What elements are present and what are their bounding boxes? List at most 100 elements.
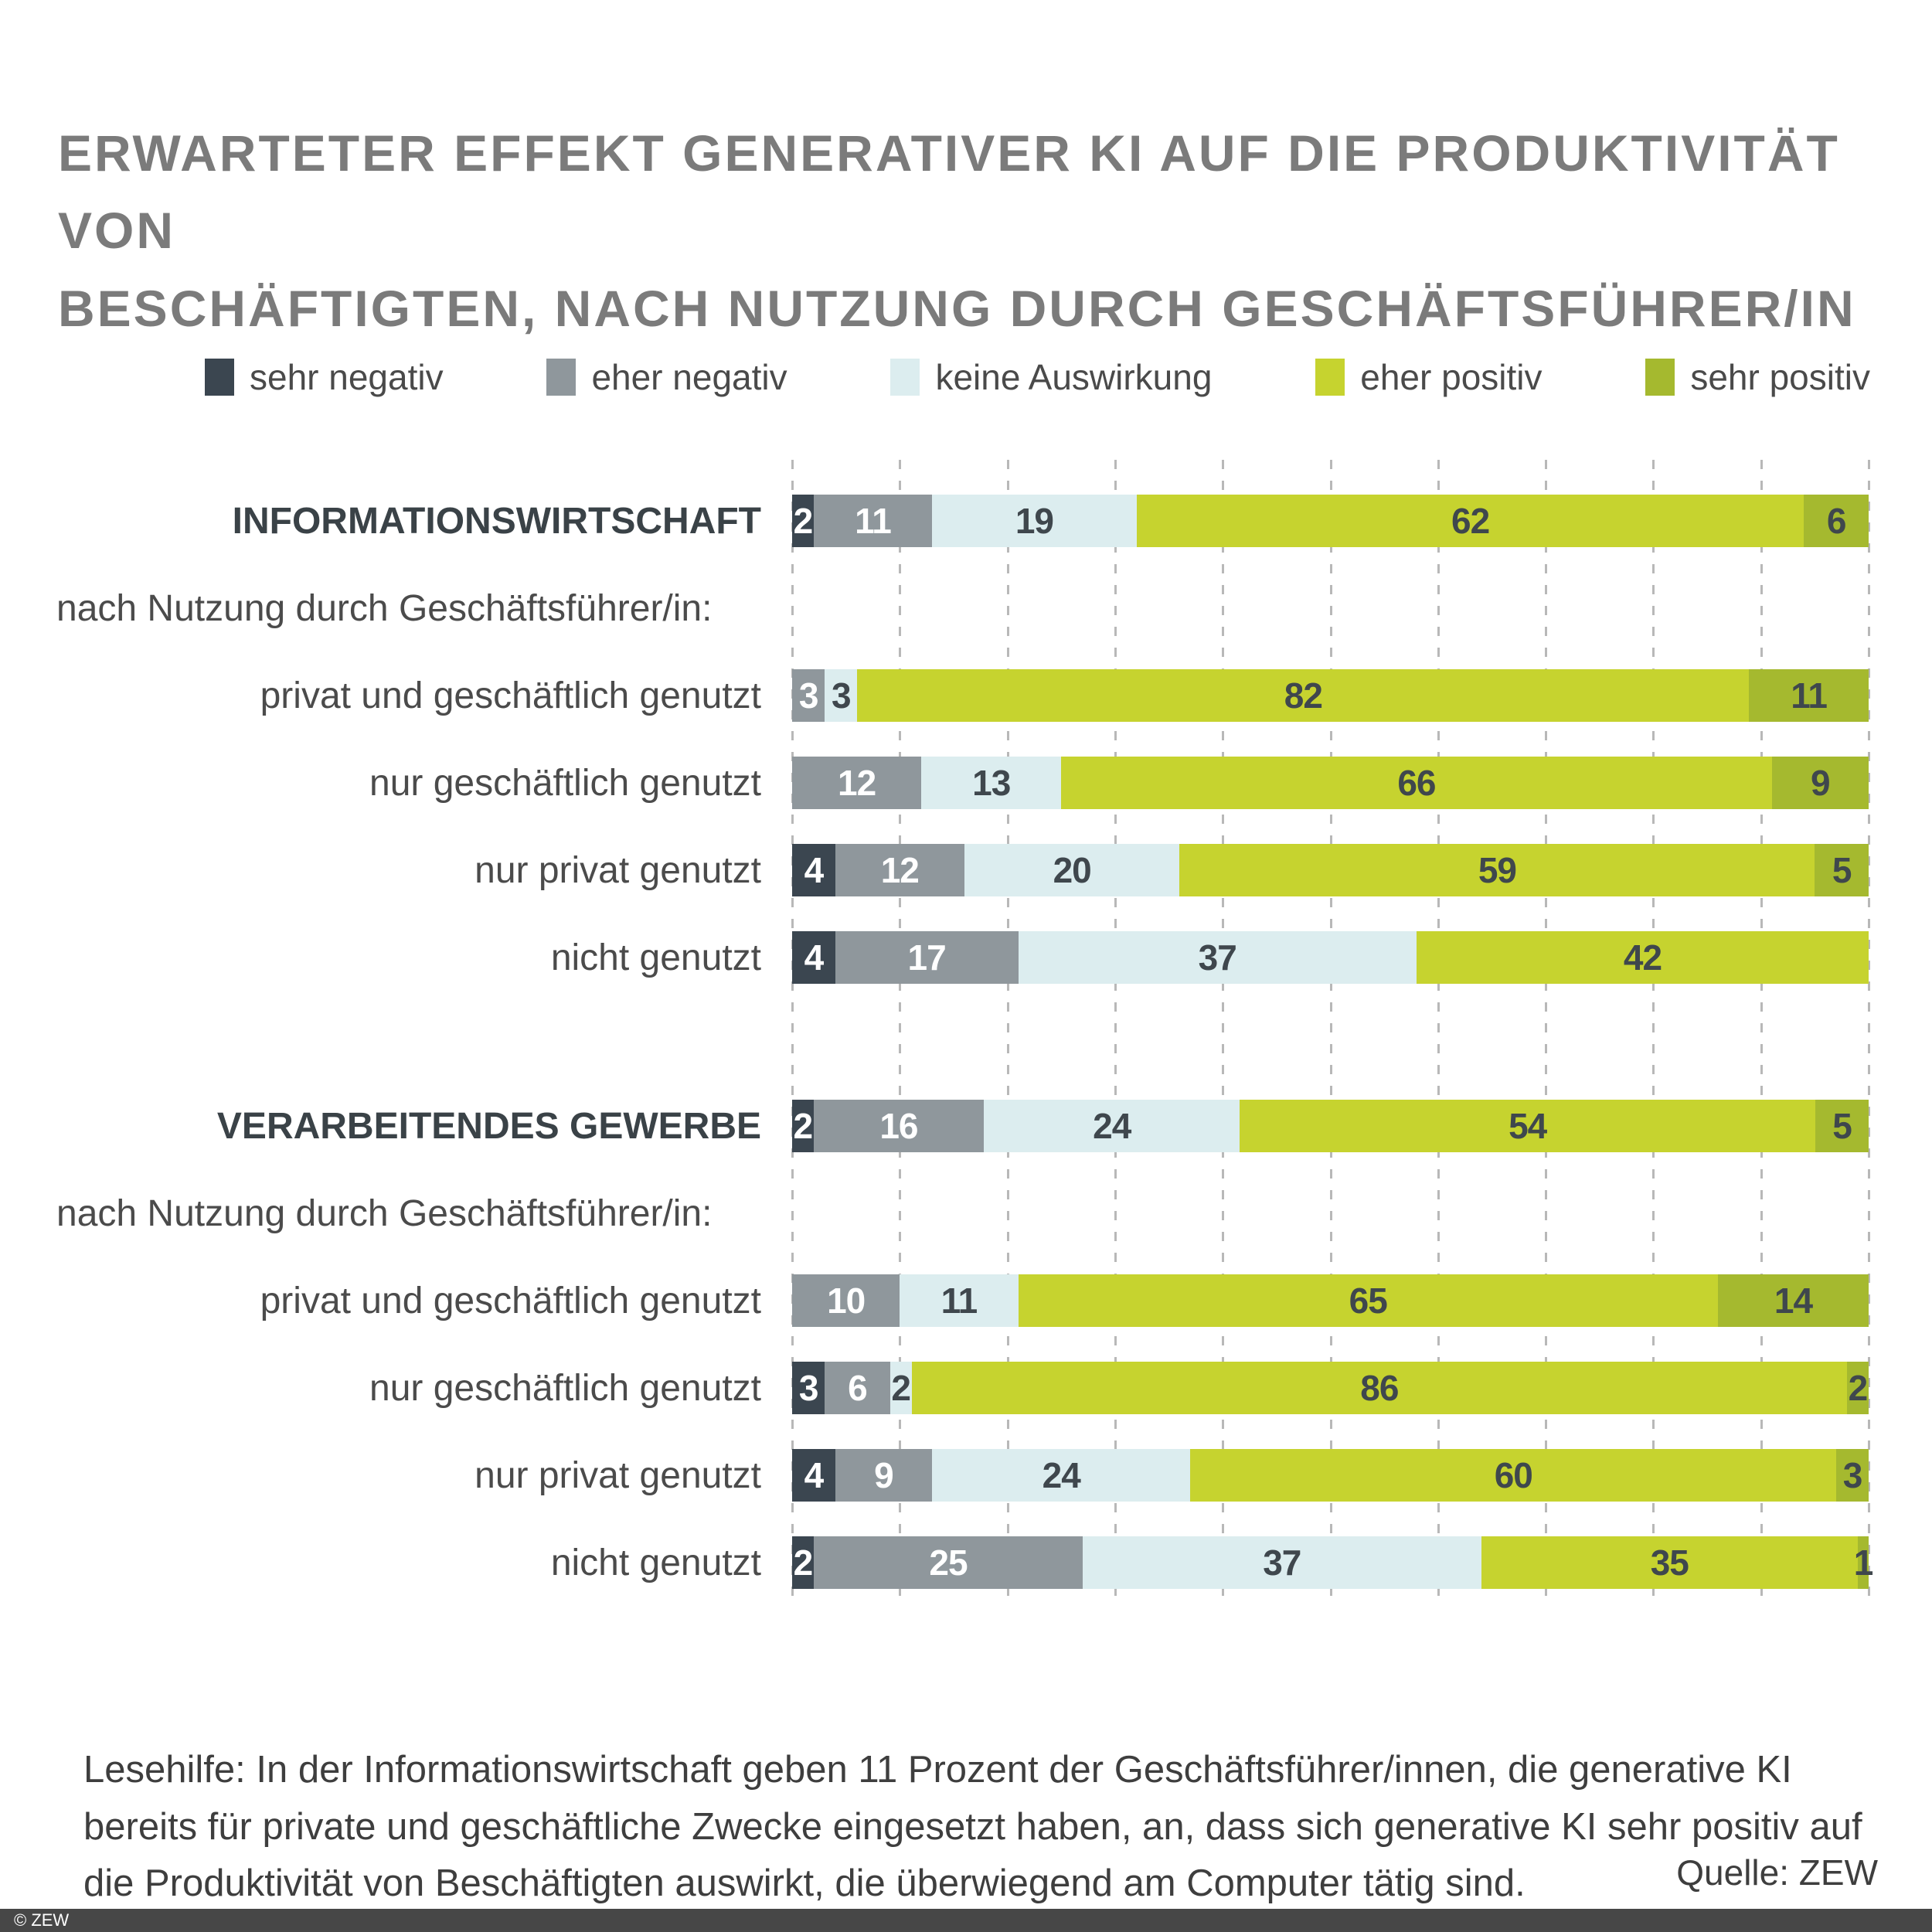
bar-segment-eher-negativ: 6 (825, 1362, 890, 1414)
chart-subheader-row: nach Nutzung durch Geschäftsführer/in: (0, 582, 1932, 634)
segment-value: 59 (1478, 850, 1517, 890)
legend-label: eher negativ (591, 357, 787, 397)
segment-value: 5 (1832, 1106, 1852, 1146)
segment-value: 12 (837, 763, 876, 803)
segment-value: 16 (879, 1106, 918, 1146)
segment-value: 3 (798, 1368, 819, 1408)
gridline-50 (1329, 460, 1332, 1600)
gridline-100 (1868, 460, 1870, 1600)
segment-value: 2 (793, 1106, 813, 1146)
stacked-bar: 4 9 24 60 3 (792, 1449, 1869, 1502)
segment-value: 9 (874, 1455, 894, 1495)
segment-value: 2 (793, 1543, 814, 1583)
bar-segment-eher-positiv: 86 (911, 1362, 1847, 1414)
row-label: nur privat genutzt (474, 1454, 761, 1496)
bar-segment-keine-auswirkung: 3 (825, 669, 858, 722)
segment-value: 62 (1451, 501, 1490, 541)
chart-row-verarbeitendes-gewerbe: VERARBEITENDES GEWERBE 2 16 24 54 5 (0, 1100, 1932, 1152)
row-label: nur geschäftlich genutzt (369, 762, 761, 804)
grid-layer (791, 460, 1870, 1600)
segment-value: 20 (1053, 850, 1092, 890)
bar-segment-sehr-positiv: 6 (1804, 495, 1869, 547)
bar-segment-eher-negativ: 11 (813, 495, 933, 547)
row-label: privat und geschäftlich genutzt (260, 1280, 761, 1321)
legend-item-sehr-negativ: sehr negativ (205, 356, 444, 398)
bar-segment-eher-negativ: 10 (792, 1274, 900, 1327)
legend-label: sehr positiv (1690, 357, 1870, 397)
chart-row-nur-gesch-ftlich-genutzt: nur geschäftlich genutzt 3 6 2 86 2 (0, 1362, 1932, 1414)
bar-segment-eher-negativ: 17 (835, 931, 1019, 984)
bar-segment-eher-negativ: 9 (835, 1449, 933, 1502)
stacked-bar: 3 3 82 11 (792, 669, 1869, 722)
bar-segment-sehr-positiv: 3 (1836, 1449, 1869, 1502)
legend-swatch-eher-negativ (546, 359, 577, 396)
segment-value: 14 (1774, 1281, 1813, 1321)
row-label: nur geschäftlich genutzt (369, 1367, 761, 1409)
bar-segment-eher-negativ: 3 (792, 669, 825, 722)
chart-row-nicht-genutzt: nicht genutzt 2 25 37 35 1 (0, 1536, 1932, 1589)
segment-value: 2 (1848, 1368, 1869, 1408)
chart-row-privat-und-gesch-ftlich-genutzt: privat und geschäftlich genutzt 10 11 65 14 (0, 1274, 1932, 1327)
bar-segment-keine-auswirkung: 37 (1018, 931, 1417, 984)
bar-segment-keine-auswirkung: 11 (900, 1274, 1019, 1327)
chart-row-nur-privat-genutzt: nur privat genutzt 4 9 24 60 3 (0, 1449, 1932, 1502)
stacked-bar: 12 13 66 9 (792, 757, 1869, 809)
chart-row-privat-und-gesch-ftlich-genutzt: privat und geschäftlich genutzt 3 3 82 11 (0, 669, 1932, 722)
chart-row-informationswirtschaft: INFORMATIONSWIRTSCHAFT 2 11 19 62 6 (0, 495, 1932, 547)
gridline-40 (1222, 460, 1225, 1600)
legend-item-keine-auswirkung: keine Auswirkung (890, 356, 1212, 398)
gridline-90 (1760, 460, 1763, 1600)
segment-value: 4 (804, 937, 825, 978)
bar-segment-eher-positiv: 35 (1481, 1536, 1859, 1589)
bar-segment-sehr-positiv: 2 (1846, 1362, 1869, 1414)
segment-value: 24 (1093, 1106, 1131, 1146)
title-line-1: ERWARTETER EFFEKT GENERATIVER KI AUF DIE… (58, 124, 1840, 260)
bar-segment-sehr-negativ: 4 (792, 931, 835, 984)
segment-value: 4 (804, 850, 825, 890)
segment-value: 11 (940, 1281, 978, 1321)
bar-segment-eher-positiv: 59 (1179, 844, 1815, 896)
bar-segment-sehr-negativ: 2 (792, 495, 814, 547)
bar-segment-sehr-positiv: 1 (1854, 1536, 1873, 1589)
segment-value: 37 (1198, 937, 1237, 978)
legend-item-eher-positiv: eher positiv (1315, 356, 1543, 398)
bar-segment-sehr-positiv: 5 (1815, 844, 1869, 896)
stacked-bar: 4 17 37 42 (792, 931, 1869, 984)
row-label: privat und geschäftlich genutzt (260, 675, 761, 716)
bar-segment-eher-negativ: 16 (813, 1100, 985, 1152)
segment-value: 35 (1650, 1543, 1689, 1583)
segment-value: 60 (1494, 1455, 1533, 1495)
segment-value: 12 (880, 850, 920, 890)
legend-item-eher-negativ: eher negativ (546, 356, 787, 398)
bar-segment-sehr-positiv: 11 (1749, 669, 1869, 722)
legend-label: sehr negativ (250, 357, 444, 397)
stacked-bar-chart: INFORMATIONSWIRTSCHAFT 2 11 19 62 6 nach Nutzu… (0, 460, 1932, 1627)
segment-value: 65 (1349, 1281, 1388, 1321)
bar-segment-eher-positiv: 82 (857, 669, 1750, 722)
segment-value: 86 (1360, 1368, 1399, 1408)
bar-segment-sehr-negativ: 2 (792, 1536, 814, 1589)
segment-value: 11 (855, 501, 892, 541)
stacked-bar: 2 16 24 54 5 (792, 1100, 1869, 1152)
bar-segment-eher-positiv: 42 (1416, 931, 1869, 984)
row-label: VERARBEITENDES GEWERBE (216, 1105, 761, 1147)
gridline-20 (1006, 460, 1009, 1600)
legend-swatch-keine-auswirkung (890, 359, 920, 396)
segment-value: 3 (798, 675, 819, 716)
bar-segment-keine-auswirkung: 20 (964, 844, 1180, 896)
segment-value: 9 (1811, 763, 1831, 803)
segment-value: 54 (1509, 1106, 1547, 1146)
gridline-60 (1437, 460, 1440, 1600)
bar-segment-sehr-negativ: 4 (792, 844, 835, 896)
bar-segment-sehr-negativ: 4 (792, 1449, 835, 1502)
bar-segment-keine-auswirkung: 24 (984, 1100, 1240, 1152)
legend-label: eher positiv (1360, 357, 1543, 397)
stacked-bar: 2 11 19 62 6 (792, 495, 1869, 547)
segment-value: 10 (827, 1281, 866, 1321)
gridline-70 (1545, 460, 1548, 1600)
segment-value: 19 (1015, 501, 1054, 541)
source-note: Quelle: ZEW (1676, 1852, 1878, 1893)
segment-value: 5 (1832, 850, 1852, 890)
segment-value: 11 (1791, 675, 1828, 716)
